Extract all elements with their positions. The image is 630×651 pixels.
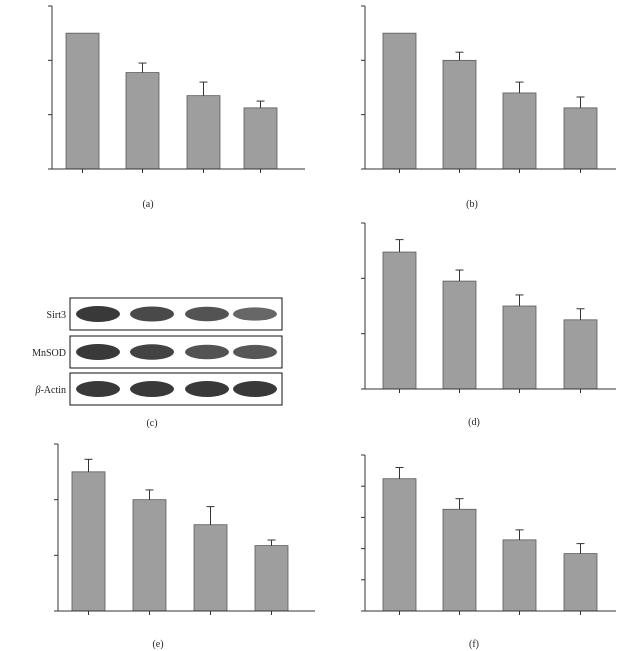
western-blot-panel: (c) Sirt3 MnSOD β-Actin (32, 297, 283, 429)
blot-band (185, 381, 229, 397)
blot-row-label-prefix: β (34, 385, 40, 396)
blot-band (233, 307, 277, 321)
blot-band (185, 344, 229, 360)
blot-band (185, 306, 229, 322)
panel-label-a: (a) (142, 199, 153, 210)
bar (132, 499, 167, 612)
panel-label-b: (b) (466, 199, 478, 210)
bar (71, 471, 106, 612)
panel-label-f: (f) (469, 639, 479, 650)
chart-panel-b: (b) (361, 5, 616, 210)
bar (382, 251, 417, 390)
blot-row-label: MnSOD (32, 348, 66, 359)
bar (442, 508, 477, 612)
chart-panel-d: (d) (361, 222, 616, 428)
blot-band (76, 344, 120, 360)
bar (254, 545, 289, 612)
blot-band (233, 344, 277, 360)
blot-row-label-suffix: -Actin (40, 385, 66, 396)
bar (65, 32, 100, 170)
chart-panel-a: (a) (48, 5, 305, 210)
blot-band (76, 381, 120, 397)
blot-row-label: Sirt3 (47, 310, 66, 321)
bar (382, 478, 417, 612)
blot-band (130, 306, 174, 322)
bar (243, 107, 278, 170)
bar (186, 95, 221, 170)
chart-panel-f: (f) (361, 454, 616, 650)
bar (502, 539, 537, 612)
bar (193, 524, 228, 612)
blot-band (233, 381, 277, 397)
blot-row-label: β-Actin (34, 385, 66, 396)
bar (442, 59, 477, 170)
panel-label-e: (e) (152, 639, 163, 650)
bar (502, 92, 537, 170)
bar (563, 553, 598, 612)
bar (563, 107, 598, 170)
bar (125, 72, 160, 170)
bar (442, 280, 477, 390)
blot-band (130, 344, 174, 360)
panel-label-d: (d) (468, 417, 480, 428)
blot-band (130, 381, 174, 397)
blot-band (76, 306, 120, 322)
bar (382, 32, 417, 170)
chart-panel-e: (e) (54, 443, 315, 650)
panel-label-c: (c) (146, 418, 157, 429)
bar (502, 305, 537, 390)
bar (563, 319, 598, 390)
